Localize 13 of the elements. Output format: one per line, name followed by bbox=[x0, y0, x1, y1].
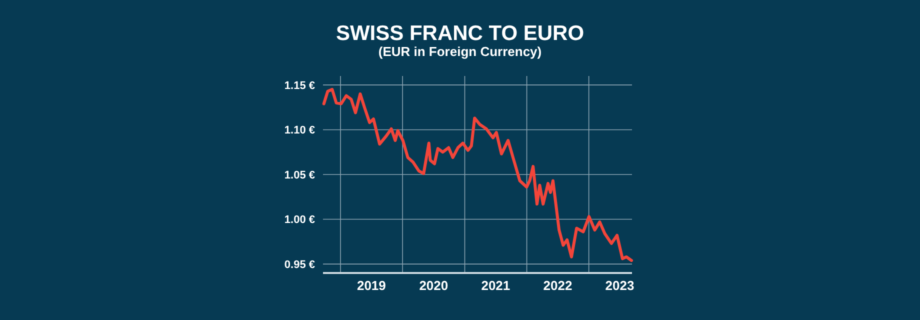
chart-subtitle: (EUR in Foreign Currency) bbox=[378, 44, 542, 59]
y-tick-label: 0.95 € bbox=[284, 258, 315, 271]
x-tick-label: 2021 bbox=[481, 278, 510, 293]
line-series bbox=[322, 88, 633, 262]
x-tick-label: 2020 bbox=[419, 278, 448, 293]
x-tick-label: 2022 bbox=[543, 278, 572, 293]
chart-title: SWISS FRANC TO EURO bbox=[336, 22, 584, 45]
y-tick-label: 1.00 € bbox=[284, 214, 315, 226]
x-tick-label: 2019 bbox=[356, 278, 386, 293]
y-tick-label: 1.05 € bbox=[284, 169, 315, 182]
x-tick-label: 2023 bbox=[605, 278, 634, 293]
y-tick-label: 1.10 € bbox=[284, 124, 315, 137]
y-tick-label: 1.15 € bbox=[284, 80, 315, 92]
